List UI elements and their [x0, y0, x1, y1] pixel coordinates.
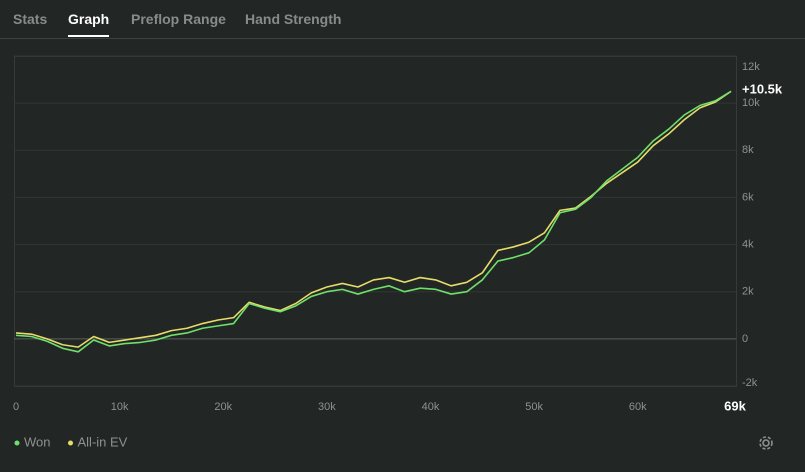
legend-marker: [14, 440, 20, 446]
y-tick-label: 10k: [742, 97, 760, 109]
series-line: [15, 90, 732, 353]
y-tick-label: 8k: [742, 144, 754, 156]
x-tick-label: 60k: [629, 401, 647, 413]
tab[interactable]: Graph: [68, 11, 110, 37]
annotation: +10.5k: [742, 81, 783, 96]
x-tick-label: 69k: [724, 398, 746, 413]
y-tick-label: 4k: [742, 238, 754, 250]
plot-frame: [14, 56, 737, 387]
y-tick-label: 2k: [742, 286, 754, 298]
x-tick-label: 30k: [318, 401, 336, 413]
settings-icon[interactable]: [759, 436, 773, 450]
x-tick-label: 10k: [111, 401, 129, 413]
x-tick-label: 20k: [214, 401, 232, 413]
legend-marker: [68, 440, 73, 446]
legend-label: All-in EV: [78, 434, 128, 449]
y-tick-label: 12k: [742, 61, 760, 73]
y-tick-label: 6k: [742, 191, 754, 203]
tab[interactable]: Preflop Range: [131, 11, 226, 27]
x-tick-label: 40k: [422, 401, 440, 413]
y-tick-label: -2k: [742, 377, 758, 389]
x-tick-label: 50k: [525, 401, 543, 413]
tab[interactable]: Hand Strength: [245, 11, 342, 27]
legend-label: Won: [24, 434, 51, 449]
tab[interactable]: Stats: [13, 11, 48, 27]
y-tick-label: 0: [742, 333, 748, 345]
x-tick-label: 0: [13, 401, 19, 413]
series-line: [15, 90, 732, 348]
tab-bar: Stats Graph Preflop Range Hand Strength: [0, 0, 805, 39]
